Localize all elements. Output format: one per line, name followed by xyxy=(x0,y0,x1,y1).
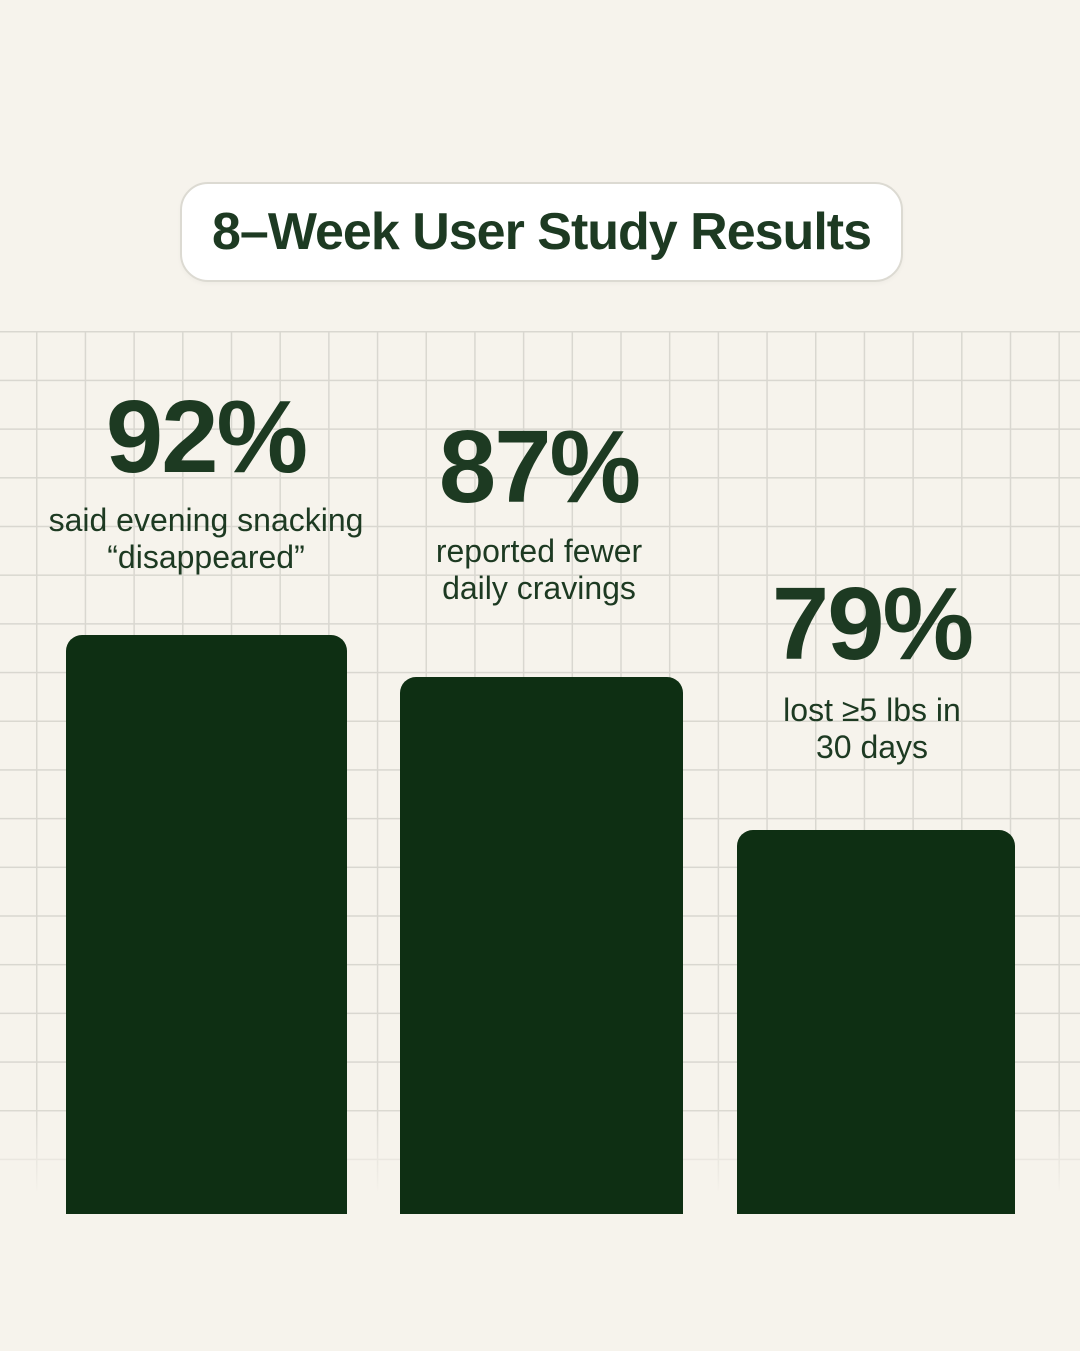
stat-label-92-line2: “disappeared” xyxy=(107,539,305,575)
stat-label-87: reported fewer daily cravings xyxy=(339,533,739,607)
stat-label-87-line1: reported fewer xyxy=(435,533,643,569)
stat-label-79-line1: lost ≥5 lbs in xyxy=(783,692,961,728)
stat-label-79-line2: 30 days xyxy=(815,729,929,765)
stat-label-87-line2: daily cravings xyxy=(442,570,636,606)
stat-value-87: 87% xyxy=(438,409,641,524)
stat-value-92: 92% xyxy=(105,379,308,494)
title-card: 8–Week User Study Results xyxy=(180,182,903,282)
stat-value-79: 79% xyxy=(771,566,974,681)
bar-79-percent xyxy=(737,830,1015,1214)
stat-label-92: said evening snacking “disappeared” xyxy=(6,502,406,576)
bar-87-percent xyxy=(400,677,683,1214)
page-title: 8–Week User Study Results xyxy=(212,203,872,261)
bar-92-percent xyxy=(66,635,347,1214)
stat-label-79: lost ≥5 lbs in 30 days xyxy=(672,692,1072,766)
stat-label-92-line1: said evening snacking xyxy=(48,502,364,538)
